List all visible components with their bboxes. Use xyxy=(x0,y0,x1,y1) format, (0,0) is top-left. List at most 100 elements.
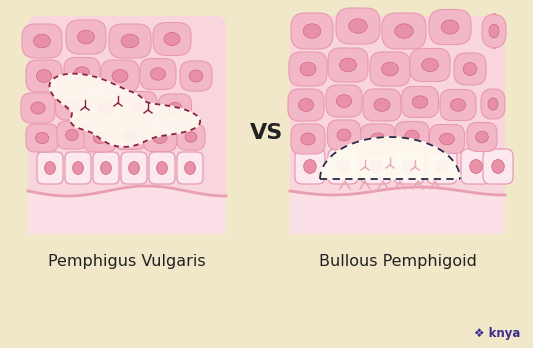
Ellipse shape xyxy=(403,159,415,174)
FancyBboxPatch shape xyxy=(177,152,203,184)
Ellipse shape xyxy=(470,159,482,174)
Ellipse shape xyxy=(34,34,51,48)
Ellipse shape xyxy=(112,70,128,82)
FancyBboxPatch shape xyxy=(382,13,426,49)
Ellipse shape xyxy=(441,20,459,34)
Ellipse shape xyxy=(78,30,94,44)
FancyBboxPatch shape xyxy=(483,149,513,184)
FancyBboxPatch shape xyxy=(327,120,360,150)
Ellipse shape xyxy=(101,161,111,174)
FancyBboxPatch shape xyxy=(64,57,100,88)
FancyBboxPatch shape xyxy=(22,24,62,58)
FancyBboxPatch shape xyxy=(114,122,146,150)
FancyBboxPatch shape xyxy=(363,89,401,121)
Ellipse shape xyxy=(153,133,167,143)
FancyBboxPatch shape xyxy=(28,16,226,234)
Ellipse shape xyxy=(337,159,349,174)
Ellipse shape xyxy=(440,133,454,145)
FancyBboxPatch shape xyxy=(26,60,62,92)
Ellipse shape xyxy=(349,19,367,33)
FancyBboxPatch shape xyxy=(121,152,147,184)
FancyBboxPatch shape xyxy=(123,92,157,120)
Ellipse shape xyxy=(300,62,316,76)
FancyBboxPatch shape xyxy=(66,20,106,54)
FancyBboxPatch shape xyxy=(158,94,191,122)
Ellipse shape xyxy=(382,62,398,76)
FancyBboxPatch shape xyxy=(482,14,506,48)
Ellipse shape xyxy=(336,95,352,108)
FancyBboxPatch shape xyxy=(290,16,505,234)
Ellipse shape xyxy=(157,161,167,174)
Ellipse shape xyxy=(488,98,498,110)
Ellipse shape xyxy=(405,130,419,142)
FancyBboxPatch shape xyxy=(291,124,325,154)
FancyBboxPatch shape xyxy=(180,61,212,91)
Ellipse shape xyxy=(123,130,137,141)
FancyBboxPatch shape xyxy=(328,48,368,82)
FancyBboxPatch shape xyxy=(336,8,380,44)
Ellipse shape xyxy=(412,96,428,108)
FancyBboxPatch shape xyxy=(361,149,391,184)
Text: Bullous Pemphigoid: Bullous Pemphigoid xyxy=(319,254,477,269)
Ellipse shape xyxy=(65,99,79,111)
Ellipse shape xyxy=(304,159,316,174)
FancyBboxPatch shape xyxy=(481,89,505,119)
FancyBboxPatch shape xyxy=(467,122,497,151)
FancyBboxPatch shape xyxy=(360,124,395,154)
FancyBboxPatch shape xyxy=(140,58,176,89)
Text: Pemphigus Vulgaris: Pemphigus Vulgaris xyxy=(48,254,206,269)
Ellipse shape xyxy=(374,98,390,111)
FancyBboxPatch shape xyxy=(395,121,429,150)
Ellipse shape xyxy=(121,34,139,48)
Ellipse shape xyxy=(164,32,180,46)
FancyBboxPatch shape xyxy=(410,48,450,81)
Ellipse shape xyxy=(189,70,203,82)
FancyBboxPatch shape xyxy=(37,152,63,184)
FancyBboxPatch shape xyxy=(454,53,486,85)
Ellipse shape xyxy=(66,129,78,141)
Ellipse shape xyxy=(450,99,465,111)
Ellipse shape xyxy=(168,102,182,113)
FancyBboxPatch shape xyxy=(295,149,325,184)
FancyBboxPatch shape xyxy=(461,149,491,184)
Ellipse shape xyxy=(422,58,439,72)
FancyBboxPatch shape xyxy=(430,125,464,153)
Ellipse shape xyxy=(133,100,147,112)
FancyBboxPatch shape xyxy=(328,149,358,184)
Ellipse shape xyxy=(184,161,196,174)
FancyBboxPatch shape xyxy=(26,124,58,152)
Polygon shape xyxy=(290,187,505,234)
FancyBboxPatch shape xyxy=(289,52,327,86)
FancyBboxPatch shape xyxy=(84,124,116,152)
FancyBboxPatch shape xyxy=(429,9,471,45)
FancyBboxPatch shape xyxy=(427,149,457,184)
Polygon shape xyxy=(50,74,200,147)
Text: VS: VS xyxy=(251,123,284,143)
Ellipse shape xyxy=(298,98,313,111)
Ellipse shape xyxy=(475,131,488,143)
FancyBboxPatch shape xyxy=(394,149,424,184)
FancyBboxPatch shape xyxy=(326,85,362,117)
Ellipse shape xyxy=(395,24,413,38)
FancyBboxPatch shape xyxy=(55,90,88,120)
Ellipse shape xyxy=(128,161,140,174)
Ellipse shape xyxy=(93,132,107,144)
Ellipse shape xyxy=(75,67,90,79)
Ellipse shape xyxy=(72,161,84,174)
Ellipse shape xyxy=(340,58,357,72)
Text: ❖ knya: ❖ knya xyxy=(474,327,520,340)
Ellipse shape xyxy=(303,24,321,38)
FancyBboxPatch shape xyxy=(370,52,410,86)
Ellipse shape xyxy=(36,70,52,82)
Ellipse shape xyxy=(463,63,477,76)
FancyBboxPatch shape xyxy=(88,93,124,123)
FancyBboxPatch shape xyxy=(101,60,139,92)
Ellipse shape xyxy=(185,132,197,142)
FancyBboxPatch shape xyxy=(21,93,55,123)
FancyBboxPatch shape xyxy=(177,124,205,150)
Ellipse shape xyxy=(99,102,114,114)
Ellipse shape xyxy=(492,159,504,174)
FancyBboxPatch shape xyxy=(440,89,476,120)
FancyBboxPatch shape xyxy=(288,89,324,121)
FancyBboxPatch shape xyxy=(401,87,439,118)
